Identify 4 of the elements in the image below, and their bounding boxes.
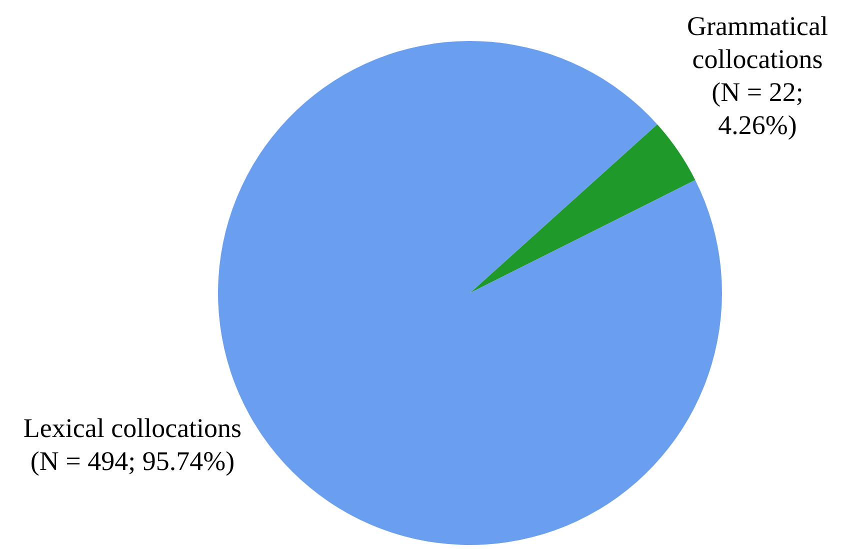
data-label: (N = 494; 95.74%)	[29, 445, 236, 478]
slice-label: Lexical collocations	[22, 412, 243, 445]
slice-label: Grammatical collocations	[686, 10, 829, 76]
data-label: (N = 22; 4.26%)	[710, 76, 804, 142]
